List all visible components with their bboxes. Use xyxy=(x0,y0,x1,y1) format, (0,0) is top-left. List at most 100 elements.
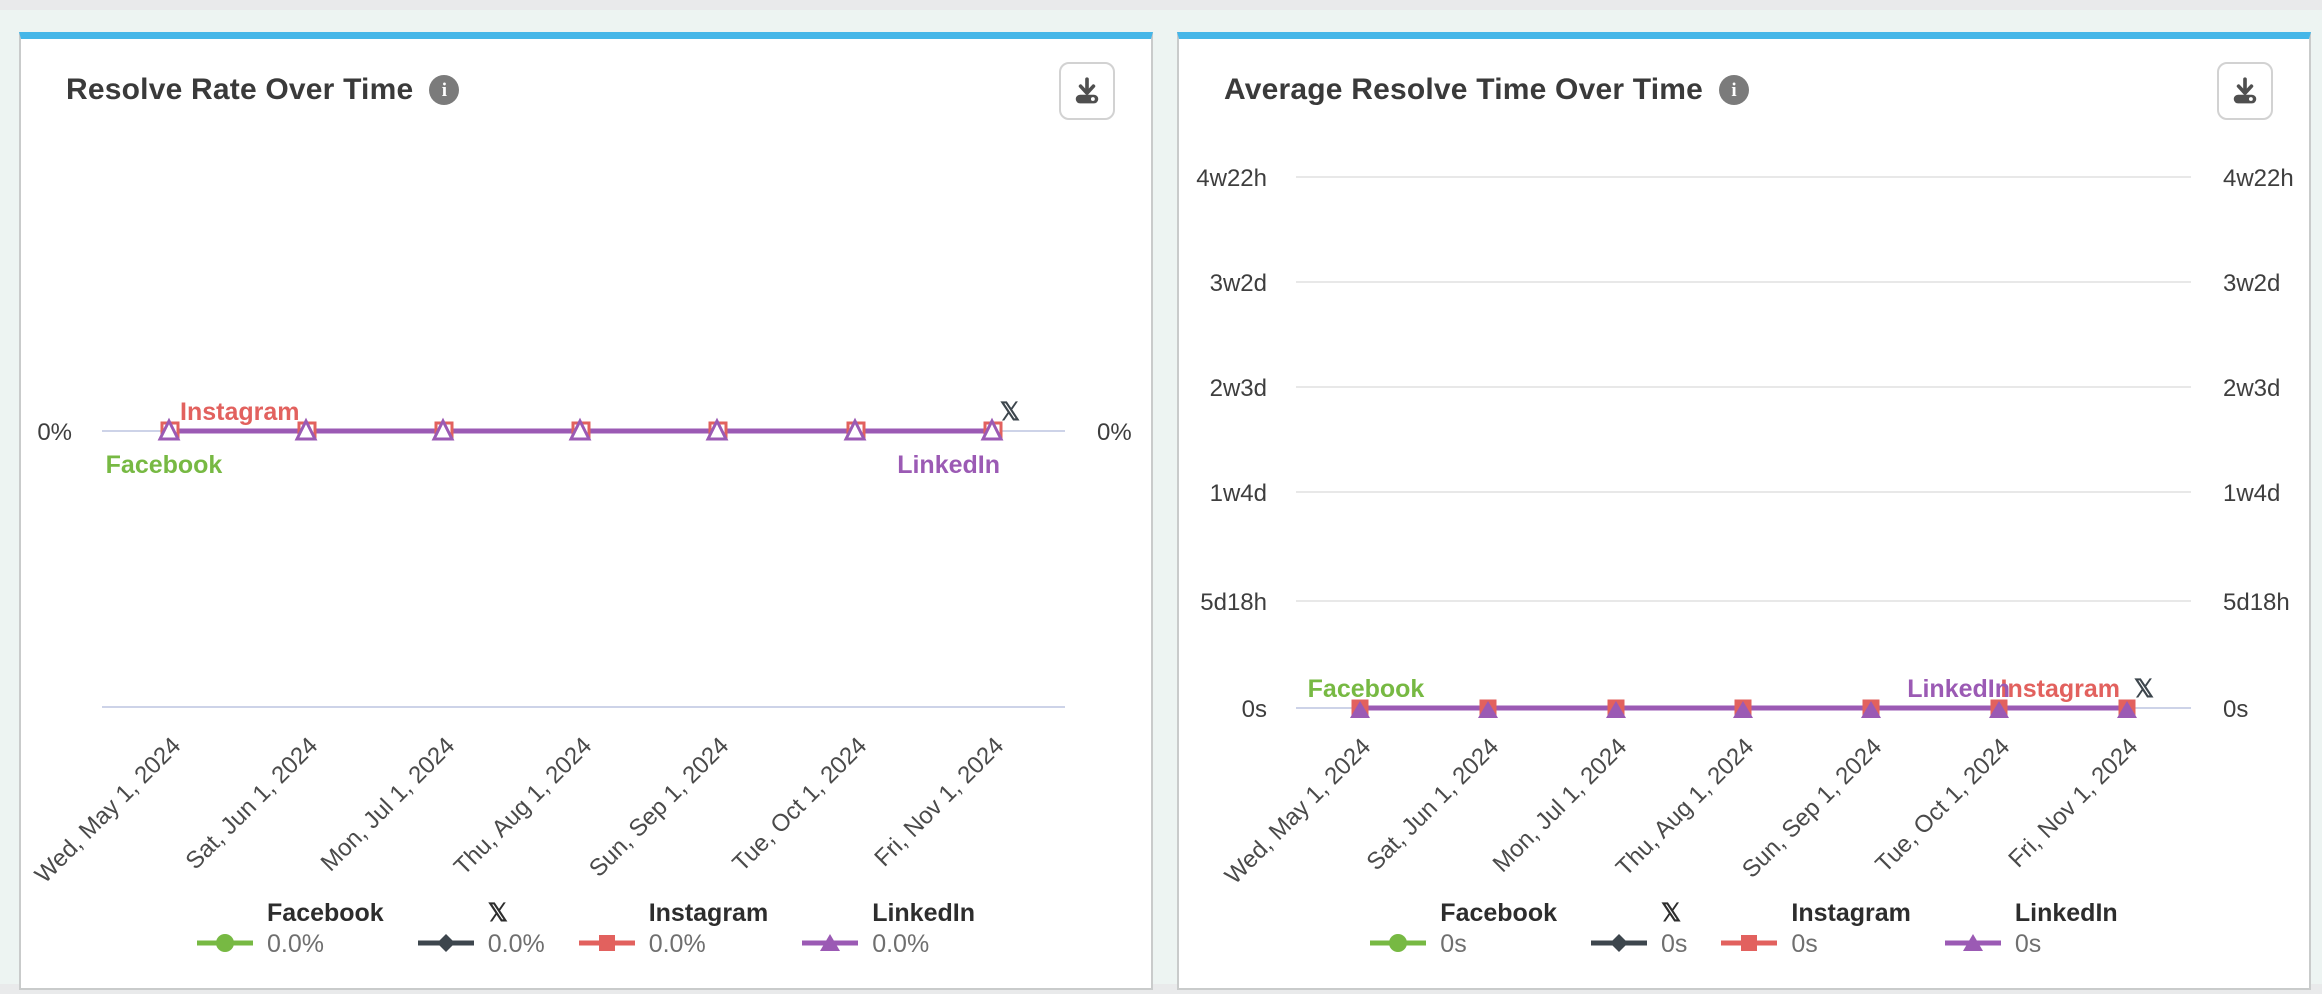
legend-series-name: 𝕏 xyxy=(1661,899,1682,927)
legend-series-value: 0s xyxy=(1661,930,1688,958)
info-icon[interactable]: i xyxy=(429,75,460,105)
x-axis-label: Tue, Oct 1, 2024 xyxy=(727,732,872,877)
x-axis-label: Tue, Oct 1, 2024 xyxy=(1870,733,2015,878)
marker-linkedin[interactable] xyxy=(1350,701,1370,718)
y-axis-label-right: 4w22h xyxy=(2223,165,2294,192)
legend-series-name: 𝕏 xyxy=(487,899,508,927)
legend-item-x[interactable]: 𝕏 0s xyxy=(1591,897,1687,960)
legend-marker-triangle-icon xyxy=(1944,934,2001,951)
y-axis-label-left: 2w3d xyxy=(1210,375,1267,402)
series-label-x: 𝕏 xyxy=(2134,675,2154,703)
marker-linkedin[interactable] xyxy=(2117,701,2137,718)
legend-triangle-marker xyxy=(820,934,841,951)
marker-linkedin[interactable] xyxy=(157,417,181,441)
avg-resolve-time-chart: 4w22h 4w22h 3w2d 3w2d 2w3d 2w3d 1w4d 1w4d 5d18h 5… xyxy=(1196,165,2294,884)
series-label-instagram: Instagram xyxy=(2001,675,2120,703)
marker-linkedin[interactable] xyxy=(1861,701,1881,718)
legend-marker-square-icon xyxy=(1721,935,1778,951)
legend-item-instagram[interactable]: Instagram 0s xyxy=(1721,897,1911,960)
panel-resolve-rate: Resolve Rate Over Time i 0% 0% Wed, May 1,… xyxy=(19,32,1153,990)
marker-linkedin[interactable] xyxy=(1606,701,1626,718)
legend-item-facebook[interactable]: Facebook 0.0% xyxy=(197,897,384,960)
legend-series-name: LinkedIn xyxy=(872,899,975,927)
x-axis-label: Thu, Aug 1, 2024 xyxy=(449,732,597,880)
y-axis-label-right: 1w4d xyxy=(2223,480,2280,507)
legend-square-marker xyxy=(598,935,615,951)
series-label-linkedin: LinkedIn xyxy=(897,451,1000,479)
x-axis-label: Mon, Jul 1, 2024 xyxy=(316,732,461,877)
panel-header: Resolve Rate Over Time i xyxy=(66,73,1031,107)
legend-diamond-marker xyxy=(436,934,455,952)
legend-series-value: 0.0% xyxy=(487,930,545,958)
legend-circle-marker xyxy=(216,934,235,952)
legend-text: 𝕏 0.0% xyxy=(488,897,545,960)
series-label-facebook: Facebook xyxy=(1308,675,1425,703)
legend-series-value: 0.0% xyxy=(648,930,706,958)
legend-series-name: LinkedIn xyxy=(2014,899,2118,927)
legend-text: Instagram 0s xyxy=(1791,897,1910,960)
legend-text: 𝕏 0s xyxy=(1661,897,1687,960)
y-axis-label-left: 4w22h xyxy=(1196,165,1267,192)
legend-text: LinkedIn 0.0% xyxy=(872,897,975,960)
x-axis-label: Fri, Nov 1, 2024 xyxy=(2003,733,2143,873)
marker-linkedin[interactable] xyxy=(705,417,729,441)
download-chart-button[interactable] xyxy=(2217,62,2273,120)
x-axis-label: Fri, Nov 1, 2024 xyxy=(869,732,1009,872)
legend-item-instagram[interactable]: Instagram 0.0% xyxy=(578,897,768,960)
series-label-x: 𝕏 xyxy=(1000,398,1020,426)
x-axis-label: Thu, Aug 1, 2024 xyxy=(1611,733,1759,881)
marker-linkedin[interactable] xyxy=(980,417,1004,441)
legend-series-name: Instagram xyxy=(1791,899,1911,927)
marker-linkedin[interactable] xyxy=(1478,701,1498,718)
legend-triangle-marker xyxy=(1962,934,1983,951)
legend-text: Facebook 0s xyxy=(1440,897,1557,960)
y-axis-label-left: 0% xyxy=(37,419,72,446)
x-axis-label: Wed, May 1, 2024 xyxy=(1220,733,1377,884)
legend-series-value: 0s xyxy=(2014,930,2042,958)
download-icon xyxy=(2233,77,2257,104)
series-label-facebook: Facebook xyxy=(106,451,223,479)
legend-item-linkedin[interactable]: LinkedIn 0s xyxy=(1944,897,2118,960)
y-axis-label-right: 2w3d xyxy=(2223,375,2280,402)
legend-item-x[interactable]: 𝕏 0.0% xyxy=(417,897,545,960)
legend-series-name: Facebook xyxy=(267,899,384,927)
chart-legend: Facebook 0s 𝕏 0s Instagram 0s LinkedIn 0s xyxy=(1179,897,2309,960)
dashboard-board: Resolve Rate Over Time i 0% 0% Wed, May 1,… xyxy=(0,10,2322,990)
marker-linkedin[interactable] xyxy=(843,417,867,441)
legend-marker-diamond-icon xyxy=(417,934,474,952)
legend-item-facebook[interactable]: Facebook 0s xyxy=(1370,897,1557,960)
marker-linkedin[interactable] xyxy=(294,417,318,441)
legend-series-name: Facebook xyxy=(1440,899,1557,927)
marker-linkedin[interactable] xyxy=(1733,701,1753,718)
y-axis-label-left: 0s xyxy=(1242,696,1267,723)
legend-marker-triangle-icon xyxy=(802,934,859,951)
legend-diamond-marker xyxy=(1610,934,1628,952)
legend-series-value: 0.0% xyxy=(872,930,930,958)
download-icon xyxy=(1075,77,1099,104)
legend-square-marker xyxy=(1741,935,1758,951)
y-axis-label-left: 5d18h xyxy=(1200,589,1267,616)
x-axis-label: Wed, May 1, 2024 xyxy=(30,732,187,884)
y-axis-label-left: 1w4d xyxy=(1210,480,1267,507)
legend-series-value: 0s xyxy=(1791,930,1818,958)
legend-series-value: 0s xyxy=(1440,930,1467,958)
legend-marker-diamond-icon xyxy=(1591,934,1647,952)
y-axis-label-right: 0s xyxy=(2223,696,2248,723)
download-chart-button[interactable] xyxy=(1059,62,1115,120)
series-label-linkedin: LinkedIn xyxy=(1907,675,2010,703)
marker-linkedin[interactable] xyxy=(1989,701,2009,718)
legend-text: Instagram 0.0% xyxy=(649,897,768,960)
legend-series-value: 0.0% xyxy=(267,930,324,958)
chart-legend: Facebook 0.0% 𝕏 0.0% Instagram 0.0% LinkedIn 0.… xyxy=(21,897,1151,960)
legend-item-linkedin[interactable]: LinkedIn 0.0% xyxy=(802,897,975,960)
legend-text: LinkedIn 0s xyxy=(2015,897,2118,960)
y-axis-label-right: 3w2d xyxy=(2223,270,2280,297)
legend-marker-circle-icon xyxy=(1370,934,1427,952)
marker-linkedin[interactable] xyxy=(568,417,592,441)
y-axis-label-left: 3w2d xyxy=(1210,270,1267,297)
info-icon[interactable]: i xyxy=(1719,75,1750,105)
marker-linkedin[interactable] xyxy=(431,417,455,441)
chart-title: Average Resolve Time Over Time xyxy=(1224,73,1704,106)
